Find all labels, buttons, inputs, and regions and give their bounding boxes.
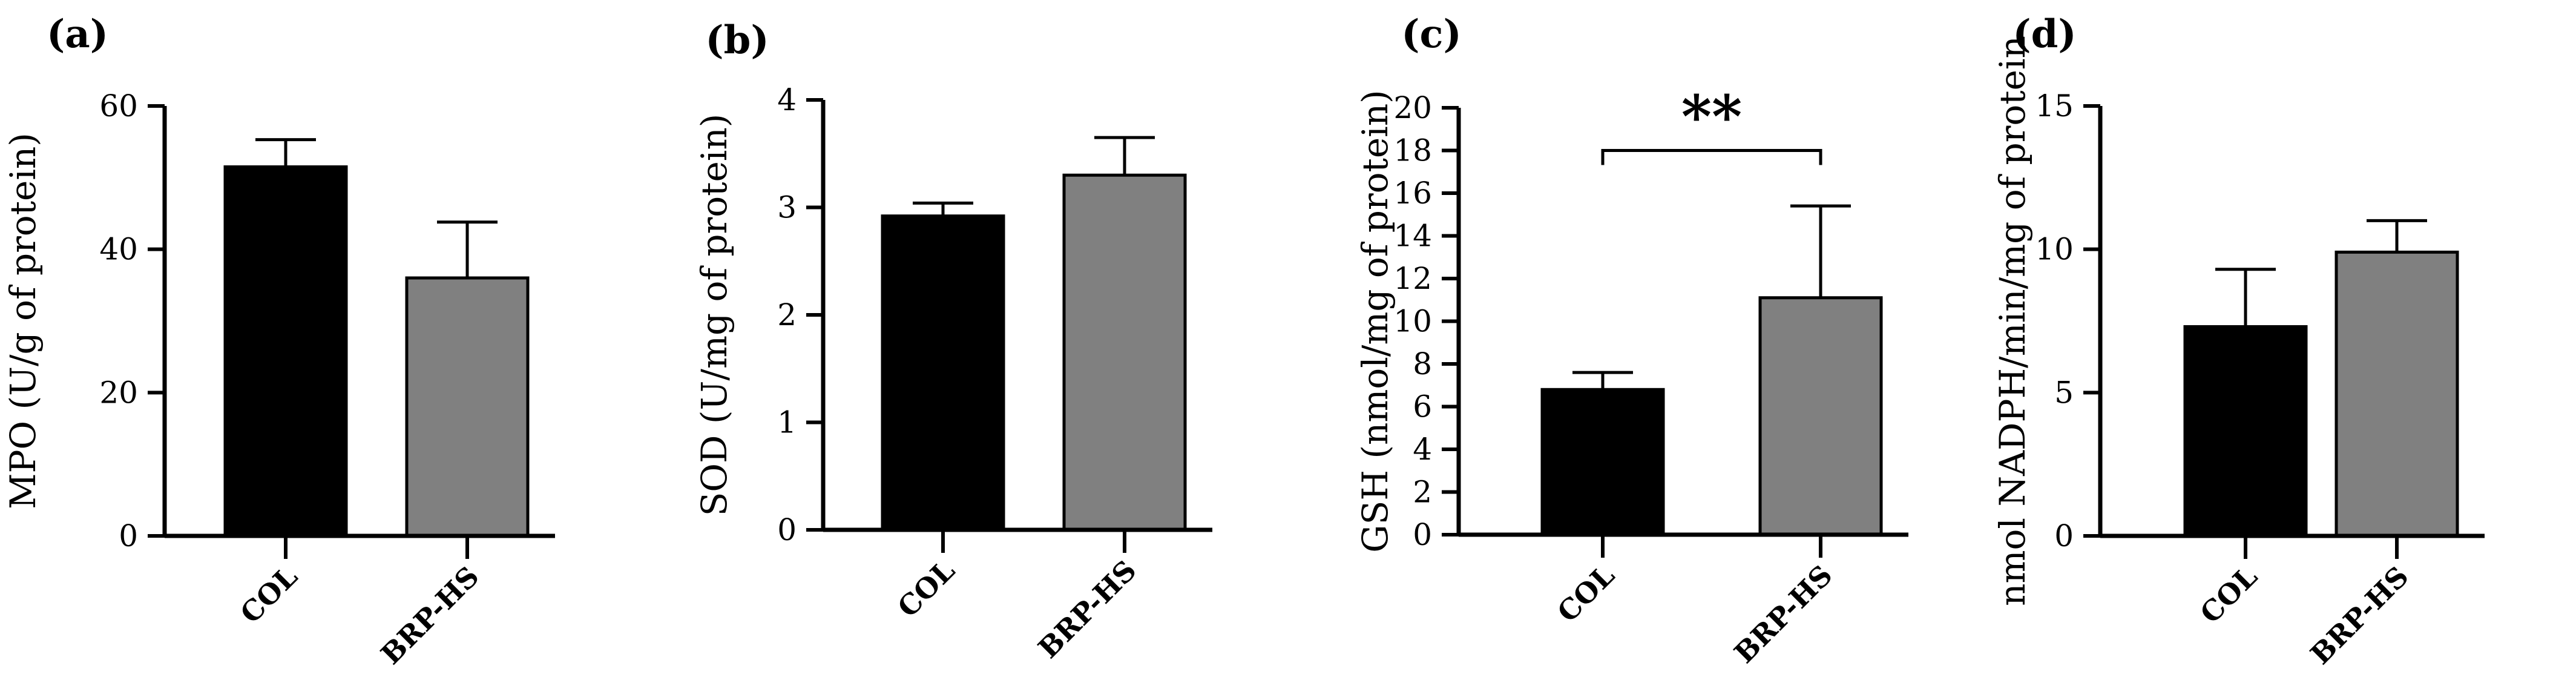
y-axis-title: nmol NADPH/min/mg of protein [1992,36,2033,606]
significance-label: ** [1681,83,1742,151]
bar-brp-hs [405,276,530,538]
y-tick-label: 4 [777,82,797,117]
x-category-label: BRP-HS [1728,559,1839,670]
x-category-label: BRP-HS [2304,560,2415,671]
y-tick-label: 2 [1413,475,1432,510]
bar-brp-hs [1062,173,1187,532]
significance-bracket [1601,149,1822,165]
x-category-label: COL [234,560,303,630]
y-tick-label: 4 [1413,432,1432,467]
y-axis-title: MPO (U/g of protein) [2,133,44,509]
y-tick-label: 12 [1393,261,1432,296]
panel-label: (c) [1401,12,1462,57]
y-tick-label: 10 [1393,304,1432,339]
bar-col [1540,388,1665,537]
y-tick-label: 0 [1413,517,1432,552]
y-tick-label: 2 [777,297,797,332]
y-tick-label: 6 [1413,389,1432,424]
x-category-label: BRP-HS [1032,554,1143,665]
bar-col [2183,325,2308,538]
panel-label: (a) [47,12,108,57]
y-tick-label: 20 [99,375,138,410]
y-tick-label: 5 [2054,375,2074,410]
y-tick-label: 0 [2054,518,2074,553]
y-tick-label: 0 [777,512,797,547]
x-category-label: COL [1551,559,1620,629]
chart-panel-2: (b) SOD (U/mg of protein) 0 1 2 3 4 COL BRP-HS [694,18,1212,665]
bar-col [881,214,1005,532]
y-axis-title: SOD (U/mg of protein) [694,114,735,517]
y-tick-label: 40 [99,232,138,267]
y-tick-label: 14 [1393,219,1432,254]
panel-label: (b) [705,18,769,63]
y-tick-label: 3 [777,190,797,225]
x-category-label: COL [891,554,961,624]
chart-panel-3: (c)GSH (nmol/mg of protein) 0 2 4 6 8 10 12 14 16… [1355,12,1908,670]
y-tick-label: 8 [1413,346,1432,381]
y-tick-label: 20 [1393,90,1432,125]
y-axis-title: GSH (nmol/mg of protein) [1355,90,1396,552]
y-tick-label: 15 [2035,88,2074,124]
bar-col [223,165,348,538]
y-tick-label: 60 [99,88,138,124]
bar-brp-hs [1758,296,1883,537]
bar-brp-hs [2334,250,2459,538]
x-category-label: BRP-HS [375,560,485,671]
panel-label: (d) [2012,12,2076,57]
y-tick-label: 10 [2035,232,2074,267]
x-category-label: COL [2193,560,2263,630]
y-tick-label: 18 [1393,133,1432,168]
y-tick-label: 1 [777,405,797,440]
chart-panel-1: (a) MPO (U/g of protein) 0 20 40 60 COL BRP-HS [2,12,555,671]
y-tick-label: 16 [1393,176,1432,211]
y-tick-label: 0 [119,518,138,553]
chart-panel-4: (d)nmol NADPH/min/mg of protein 0 5 10 15 COL… [1992,12,2485,671]
